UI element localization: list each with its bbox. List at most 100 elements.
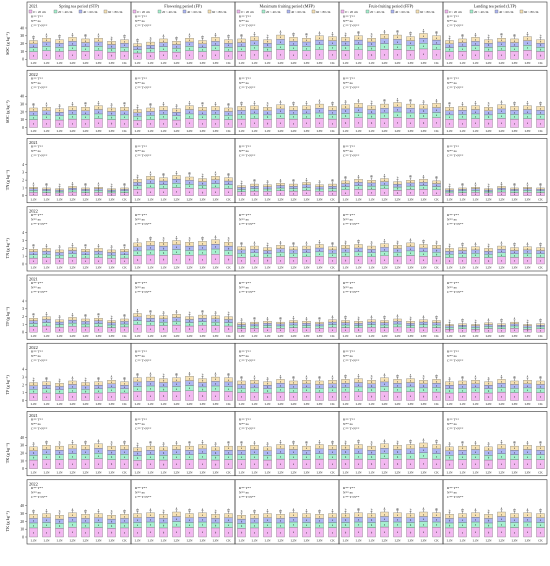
significance-letter: ab (84, 508, 87, 512)
legend-swatch (311, 9, 316, 14)
segment-letter: b (423, 110, 425, 113)
x-tick-label: L1N (57, 129, 64, 133)
stat-annotation: R** T** (343, 76, 355, 80)
significance-letter: ab (32, 243, 35, 247)
significance-letter: ab (331, 178, 334, 182)
segment-letter: b (267, 44, 269, 47)
x-tick-label: L2N (499, 402, 506, 406)
period-title: Fruit-fruiting period (FFP) (369, 4, 414, 9)
segment-letter: a (46, 39, 48, 42)
x-tick-label: L1N (239, 402, 246, 406)
significance-letter: ab (32, 508, 35, 512)
significance-letter: a (215, 31, 217, 35)
significance-letter: ab (227, 508, 230, 512)
segment-letter: a (475, 38, 477, 41)
significance-letter: ab (149, 440, 152, 444)
significance-letter: b (59, 103, 61, 107)
significance-letter: b (319, 179, 321, 183)
x-tick-label: L2N (499, 129, 506, 133)
segment-letter: a (306, 188, 308, 191)
x-tick-label: CK (330, 129, 335, 133)
segment-letter: a (280, 110, 282, 113)
y-tick-label: 40 (20, 504, 24, 508)
legend-swatch (365, 9, 370, 14)
x-tick-label: L1N (57, 334, 64, 338)
legend-swatch (469, 9, 474, 14)
x-tick-label: L3N (408, 539, 415, 543)
segment-letter: a (410, 115, 412, 118)
x-tick-label: L1N (252, 61, 259, 65)
significance-letter: a (189, 32, 191, 36)
segment-letter: a (124, 191, 126, 194)
x-tick-label: L3N (408, 266, 415, 270)
significance-letter: ab (240, 440, 243, 444)
y-tick-label: 2 (22, 179, 24, 183)
segment-letter: b (150, 43, 152, 46)
segment-letter: a (176, 180, 178, 183)
legend-label: 60 ~ 80 cm (316, 10, 331, 14)
segment-letter: b (345, 110, 347, 113)
x-tick-label: L1N (31, 470, 38, 474)
segment-letter: a (46, 188, 48, 191)
x-tick-label: L3N (109, 266, 116, 270)
segment-letter: a (306, 122, 308, 125)
y-tick-label: 4 (22, 299, 24, 303)
significance-letter: ab (97, 312, 100, 316)
segment-letter: a (501, 47, 503, 50)
significance-letter: b (137, 104, 139, 108)
x-tick-label: L3N (421, 402, 428, 406)
segment-letter: b (59, 191, 61, 194)
segment-letter: a (85, 44, 87, 47)
segment-letter: a (189, 115, 191, 118)
x-tick-label: L1N (57, 539, 64, 543)
significance-letter: b (345, 99, 347, 103)
significance-letter: ab (292, 31, 295, 35)
x-tick-label: L3N (512, 197, 519, 201)
segment-letter: b (267, 40, 269, 43)
segment-letter: a (124, 116, 126, 119)
stat-annotation: N** ns (447, 149, 457, 153)
segment-letter: b (319, 189, 321, 192)
segment-letter: a (397, 53, 399, 56)
segment-letter: a (254, 122, 256, 125)
x-tick-label: L1N (252, 129, 259, 133)
segment-letter: a (163, 111, 165, 114)
significance-letter: a (254, 439, 256, 443)
significance-letter: b (449, 508, 451, 512)
segment-letter: b (449, 41, 451, 44)
stat-annotation: C** T×N** (343, 495, 360, 499)
significance-letter: a (475, 31, 477, 35)
stat-annotation: N** ns (239, 149, 249, 153)
segment-letter: b (371, 39, 373, 42)
x-tick-label: L1N (252, 402, 259, 406)
segment-letter: a (124, 44, 126, 47)
x-tick-label: L2N (278, 402, 285, 406)
segment-letter: a (358, 180, 360, 183)
significance-letter: ab (513, 33, 516, 37)
x-tick-label: L2N (83, 470, 90, 474)
significance-letter: a (475, 181, 477, 185)
significance-letter: a (358, 173, 360, 177)
significance-letter: a (501, 506, 503, 510)
stat-annotation: C** T×N** (31, 427, 48, 431)
stat-annotation: R** T** (343, 486, 355, 490)
significance-letter: ab (539, 182, 542, 186)
segment-letter: a (72, 107, 74, 110)
x-tick-label: CK (434, 197, 439, 201)
x-tick-label: L2N (83, 61, 90, 65)
stat-annotation: R** T** (447, 486, 459, 490)
stat-annotation: C** T×N** (135, 427, 152, 431)
significance-letter: ab (201, 101, 204, 105)
x-tick-label: L3N (421, 197, 428, 201)
significance-letter: a (33, 181, 35, 185)
x-tick-label: L1N (265, 197, 272, 201)
stat-annotation: C** T×N** (135, 85, 152, 89)
segment-letter: a (527, 54, 529, 57)
x-tick-label: L1N (265, 129, 272, 133)
segment-letter: a (527, 111, 529, 114)
significance-letter: b (371, 374, 373, 378)
segment-letter: a (150, 109, 152, 112)
segment-letter: a (163, 44, 165, 47)
significance-letter: a (384, 438, 386, 442)
segment-letter: b (111, 42, 113, 45)
